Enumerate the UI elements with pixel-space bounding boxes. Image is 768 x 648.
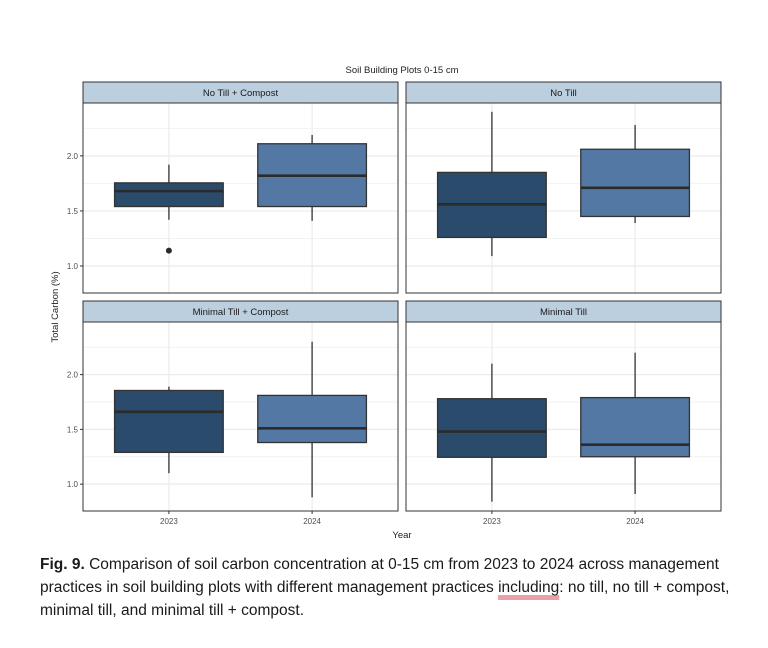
box-2023 [436,111,547,257]
box-iqr [580,148,691,218]
y-tick-label: 2.0 [67,152,79,161]
box-2023 [436,363,547,502]
box-iqr [436,398,547,458]
facet-strip-label: No Till + Compost [203,88,279,99]
caption-label: Fig. 9. [40,556,85,573]
panel-border [82,102,399,294]
y-tick-label: 1.5 [67,207,79,216]
x-tick-label: 2023 [160,517,178,526]
facet-strip-label: Minimal Till [540,307,587,318]
facet-panel: No Till + Compost 1.0 1.5 2.0 [67,81,399,294]
y-tick-label: 1.5 [67,425,79,434]
box-iqr [113,389,224,454]
panel-border [82,321,399,512]
facet-panel: No Till [405,81,722,294]
box-iqr [257,394,368,444]
boxplot-figure: Soil Building Plots 0-15 cm Total Carbon … [50,65,722,541]
y-tick-label: 1.0 [67,262,79,271]
x-axis-label: Year [392,530,411,541]
y-axis-label: Total Carbon (%) [50,271,61,342]
figure-caption: Fig. 9. Comparison of soil carbon concen… [40,553,740,622]
box-2024 [257,134,368,221]
caption-highlighted-word: including [498,579,560,596]
y-tick-label: 1.0 [67,480,79,489]
outlier-point [165,247,172,254]
box-iqr [580,396,691,458]
facet-panel: Minimal Till + Compost 1.0 1.5 2.0 2023 2024 [67,300,399,526]
y-tick-label: 2.0 [67,371,79,380]
x-tick-label: 2024 [303,517,321,526]
box-2023 [113,164,224,254]
facet-strip-label: Minimal Till + Compost [193,307,289,318]
caption-text-after: : no till, no till + compost, minimal ti… [40,579,730,619]
panel-border [405,102,722,294]
x-tick-label: 2023 [483,517,501,526]
box-2024 [580,352,691,495]
facet-panel: Minimal Till 2023 2024 [405,300,722,526]
x-tick-label: 2024 [626,517,644,526]
box-iqr [113,182,224,208]
box-2024 [257,341,368,498]
chart-title: Soil Building Plots 0-15 cm [346,65,459,76]
panel-border [405,321,722,512]
facet-strip-label: No Till [550,88,576,99]
box-2023 [113,386,224,474]
box-2024 [580,125,691,224]
caption-text-before: Comparison of soil carbon concentration … [40,556,719,596]
